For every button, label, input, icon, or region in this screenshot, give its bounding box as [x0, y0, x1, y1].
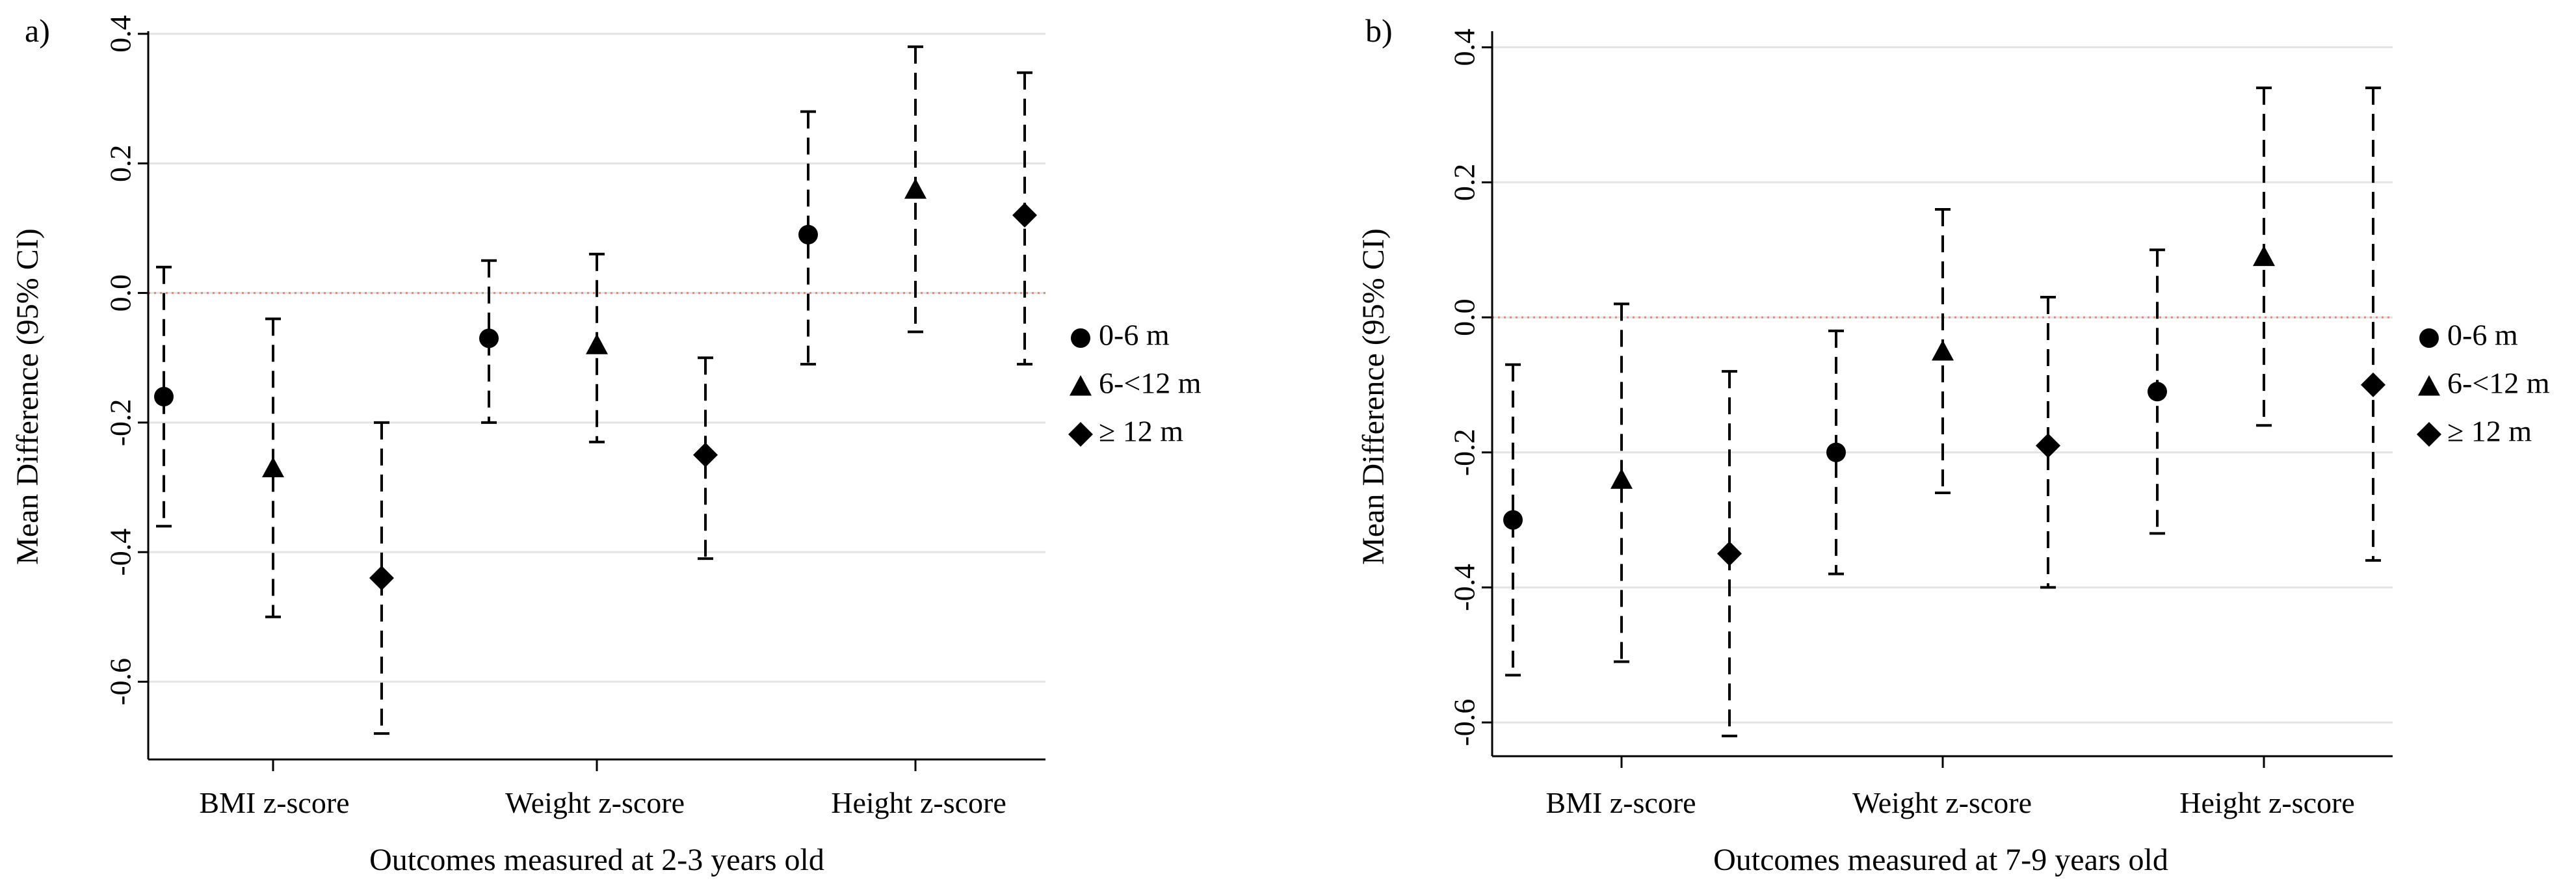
legend-marker-triangle [1070, 375, 1092, 396]
x-category-label: Height z-score [2179, 786, 2355, 819]
panel-label: a) [25, 12, 50, 49]
data-point-diamond [693, 442, 718, 468]
y-tick-label: 0.2 [104, 145, 137, 182]
y-axis-title: Mean Difference (95% CI) [10, 228, 45, 565]
data-point-diamond [2361, 372, 2385, 397]
x-category-label: Weight z-score [505, 786, 685, 819]
legend-marker-circle [1071, 328, 1090, 348]
y-tick-label: -0.4 [1448, 564, 1481, 611]
data-point-diamond [1012, 203, 1037, 228]
y-tick-label: 0.2 [1448, 164, 1481, 202]
legend-marker-circle [2419, 328, 2439, 348]
legend-label: 6-<12 m [2447, 367, 2550, 400]
data-point-diamond [369, 566, 394, 590]
legend-label: 0-6 m [1099, 319, 1170, 352]
data-point-diamond [1717, 541, 1742, 566]
y-tick-label: -0.2 [1448, 428, 1481, 476]
data-point-circle [1503, 510, 1523, 530]
legend-label: ≥ 12 m [1099, 415, 1183, 448]
x-axis-title: Outcomes measured at 7-9 years old [1713, 843, 2168, 877]
legend-marker-diamond [2417, 422, 2441, 447]
data-point-circle [798, 224, 818, 244]
data-point-circle [2148, 382, 2167, 402]
data-point-triangle [904, 178, 927, 199]
data-point-circle [154, 387, 174, 406]
y-tick-label: -0.6 [104, 658, 137, 705]
x-category-label: BMI z-score [199, 786, 349, 819]
data-point-diamond [2036, 433, 2060, 458]
legend-label: 6-<12 m [1099, 367, 1202, 400]
y-axis-title: Mean Difference (95% CI) [1356, 228, 1391, 565]
y-tick-label: -0.6 [1448, 699, 1481, 746]
y-tick-label: -0.4 [104, 529, 137, 576]
data-point-triangle [1610, 468, 1633, 489]
data-point-triangle [586, 334, 608, 354]
y-tick-label: 0.0 [1448, 298, 1481, 336]
data-point-triangle [262, 456, 284, 478]
y-tick-label: -0.2 [104, 399, 137, 446]
x-axis-title: Outcomes measured at 2-3 years old [369, 843, 824, 877]
x-category-label: BMI z-score [1545, 786, 1696, 819]
chart-panel-a: 0.4 0.2 0.0 -0.2 -0.4 -0.6 BMI z-score Weight z… [10, 12, 1202, 877]
data-point-triangle [1932, 340, 1954, 361]
x-category-label: Height z-score [831, 786, 1006, 819]
panel-label: b) [1365, 12, 1393, 49]
legend-marker-triangle [2418, 375, 2440, 396]
chart-panel-b: 0.4 0.2 0.0 -0.2 -0.4 -0.6 BMI z-score Weight z… [1356, 12, 2550, 877]
x-category-label: Weight z-score [1852, 786, 2032, 819]
y-tick-label: 0.4 [1448, 29, 1481, 66]
legend-label: 0-6 m [2447, 319, 2518, 352]
y-tick-label: 0.0 [104, 274, 137, 312]
legend-marker-diamond [1068, 422, 1093, 447]
y-tick-label: 0.4 [104, 15, 137, 53]
data-point-circle [1826, 442, 1846, 462]
data-point-triangle [2253, 245, 2275, 267]
legend-label: ≥ 12 m [2447, 415, 2532, 448]
data-point-circle [479, 328, 499, 349]
